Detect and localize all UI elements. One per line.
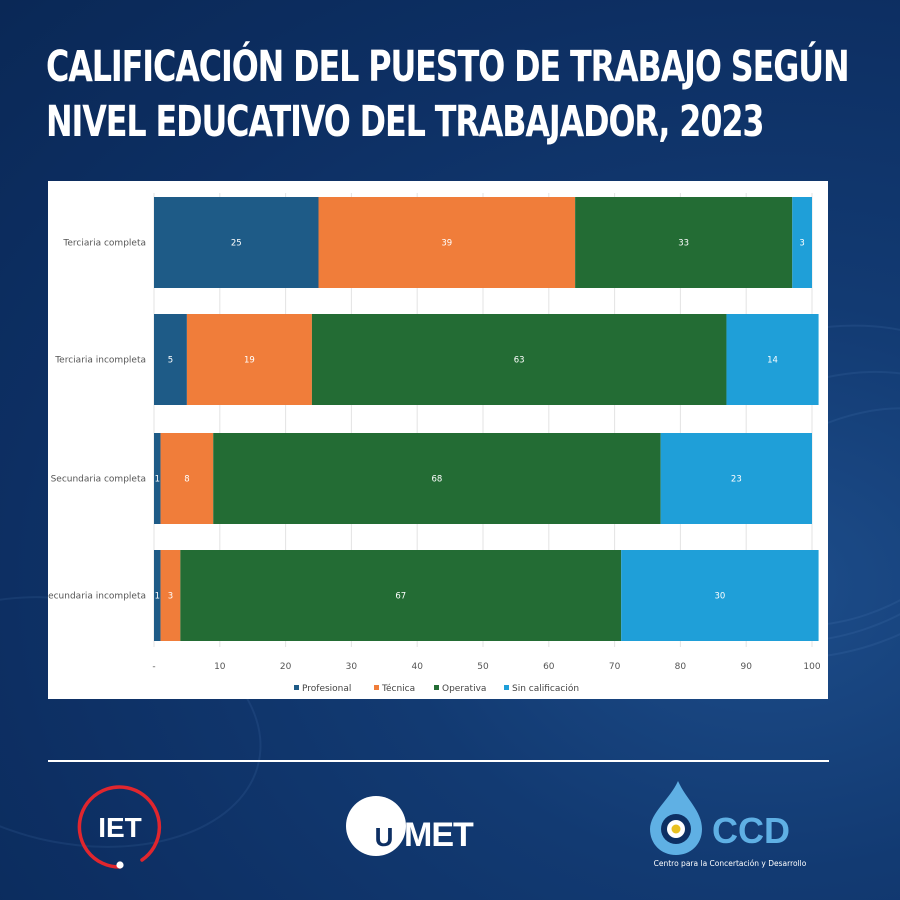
data-label: 19 — [244, 356, 255, 366]
data-label: 25 — [231, 239, 242, 249]
umet-logo-u: U — [375, 822, 394, 852]
ccd-logo-subtitle: Centro para la Concertación y Desarrollo — [653, 859, 807, 868]
bar-segment — [186, 314, 312, 405]
legend-swatch — [434, 685, 439, 690]
data-label: 8 — [184, 475, 189, 485]
x-tick-label: 20 — [280, 662, 292, 672]
x-tick-label: - — [152, 662, 155, 672]
bar-segment — [154, 197, 319, 288]
legend-label: Operativa — [442, 684, 486, 694]
ccd-logo-text: CCD — [712, 810, 790, 851]
data-label: 67 — [395, 592, 406, 602]
category-label: Secundaria completa — [51, 475, 146, 485]
legend-label: Técnica — [381, 683, 415, 694]
title-line-1: CALIFICACIÓN DEL PUESTO DE TRABAJO SEGÚN — [46, 42, 850, 92]
legend-swatch — [294, 685, 299, 690]
bar-segment — [726, 314, 819, 405]
data-label: 23 — [731, 475, 742, 485]
bar-segment — [792, 197, 812, 288]
data-label: 5 — [168, 356, 173, 366]
legend-label: Sin calificación — [512, 683, 579, 694]
bar-segment — [154, 550, 161, 641]
category-label: Terciaria incompleta — [54, 356, 146, 366]
bar-segment — [160, 550, 181, 641]
x-tick-label: 100 — [803, 662, 820, 672]
data-label: 33 — [678, 239, 689, 249]
data-label: 14 — [767, 356, 778, 366]
category-label: Secundaria incompleta — [48, 592, 146, 602]
bar-segment — [660, 433, 812, 524]
page-title: CALIFICACIÓN DEL PUESTO DE TRABAJO SEGÚN… — [46, 40, 850, 150]
iet-logo-graphic: IET — [77, 785, 162, 869]
iet-logo: IET — [74, 781, 166, 873]
bar-segment — [180, 550, 622, 641]
x-axis-ticks: - 10 20 30 40 50 60 70 80 90 100 — [152, 662, 820, 672]
legend-swatch — [374, 685, 379, 690]
divider-line — [48, 760, 829, 762]
data-label: 30 — [714, 592, 725, 602]
data-labels: 25 39 33 35 19 63 141 8 68 231 3 67 30 — [155, 239, 805, 602]
x-tick-label: 10 — [214, 662, 226, 672]
umet-logo: U MET — [344, 788, 490, 864]
umet-logo-graphic: U MET — [346, 796, 475, 856]
chart-card: 25 39 33 3 5 19 63 14 1 8 68 23 1 3 67 30 Terciaria com… — [48, 181, 828, 699]
x-tick-label: 70 — [609, 662, 621, 672]
bar-segment — [575, 197, 793, 288]
x-tick-label: 40 — [411, 662, 423, 672]
category-label: Terciaria completa — [62, 239, 146, 249]
data-label: 39 — [441, 239, 452, 249]
bar-segment — [160, 433, 214, 524]
bars — [154, 197, 819, 641]
bar-segment — [621, 550, 819, 641]
bar-segment — [213, 433, 661, 524]
ccd-logo: CCD Centro para la Concertación y Desarr… — [630, 775, 830, 875]
x-tick-label: 90 — [740, 662, 752, 672]
data-label: 1 — [155, 475, 160, 485]
title-line-2: NIVEL EDUCATIVO DEL TRABAJADOR, 2023 — [46, 97, 765, 147]
data-label: 3 — [799, 239, 804, 249]
umet-logo-text: MET — [404, 816, 474, 854]
stacked-bar-chart: 25 39 33 35 19 63 141 8 68 231 3 67 30 Terciaria com… — [48, 193, 821, 694]
category-labels: Terciaria completa Terciaria incompleta Se… — [48, 239, 146, 602]
ccd-logo-graphic: CCD — [650, 781, 790, 855]
x-tick-label: 80 — [675, 662, 687, 672]
x-tick-label: 50 — [477, 662, 489, 672]
data-label: 3 — [168, 592, 173, 602]
x-tick-label: 60 — [543, 662, 555, 672]
bar-segment — [311, 314, 727, 405]
legend-label: Profesional — [302, 684, 351, 694]
legend-swatch — [504, 685, 509, 690]
data-label: 63 — [514, 356, 525, 366]
legend: Profesional Técnica Operativa Sin calificac… — [294, 683, 579, 694]
bar-segment — [154, 314, 187, 405]
data-label: 1 — [155, 592, 160, 602]
bar-segment — [154, 433, 161, 524]
bar-segment — [318, 197, 576, 288]
x-tick-label: 30 — [346, 662, 358, 672]
iet-logo-text: IET — [98, 812, 142, 843]
data-label: 68 — [432, 475, 443, 485]
